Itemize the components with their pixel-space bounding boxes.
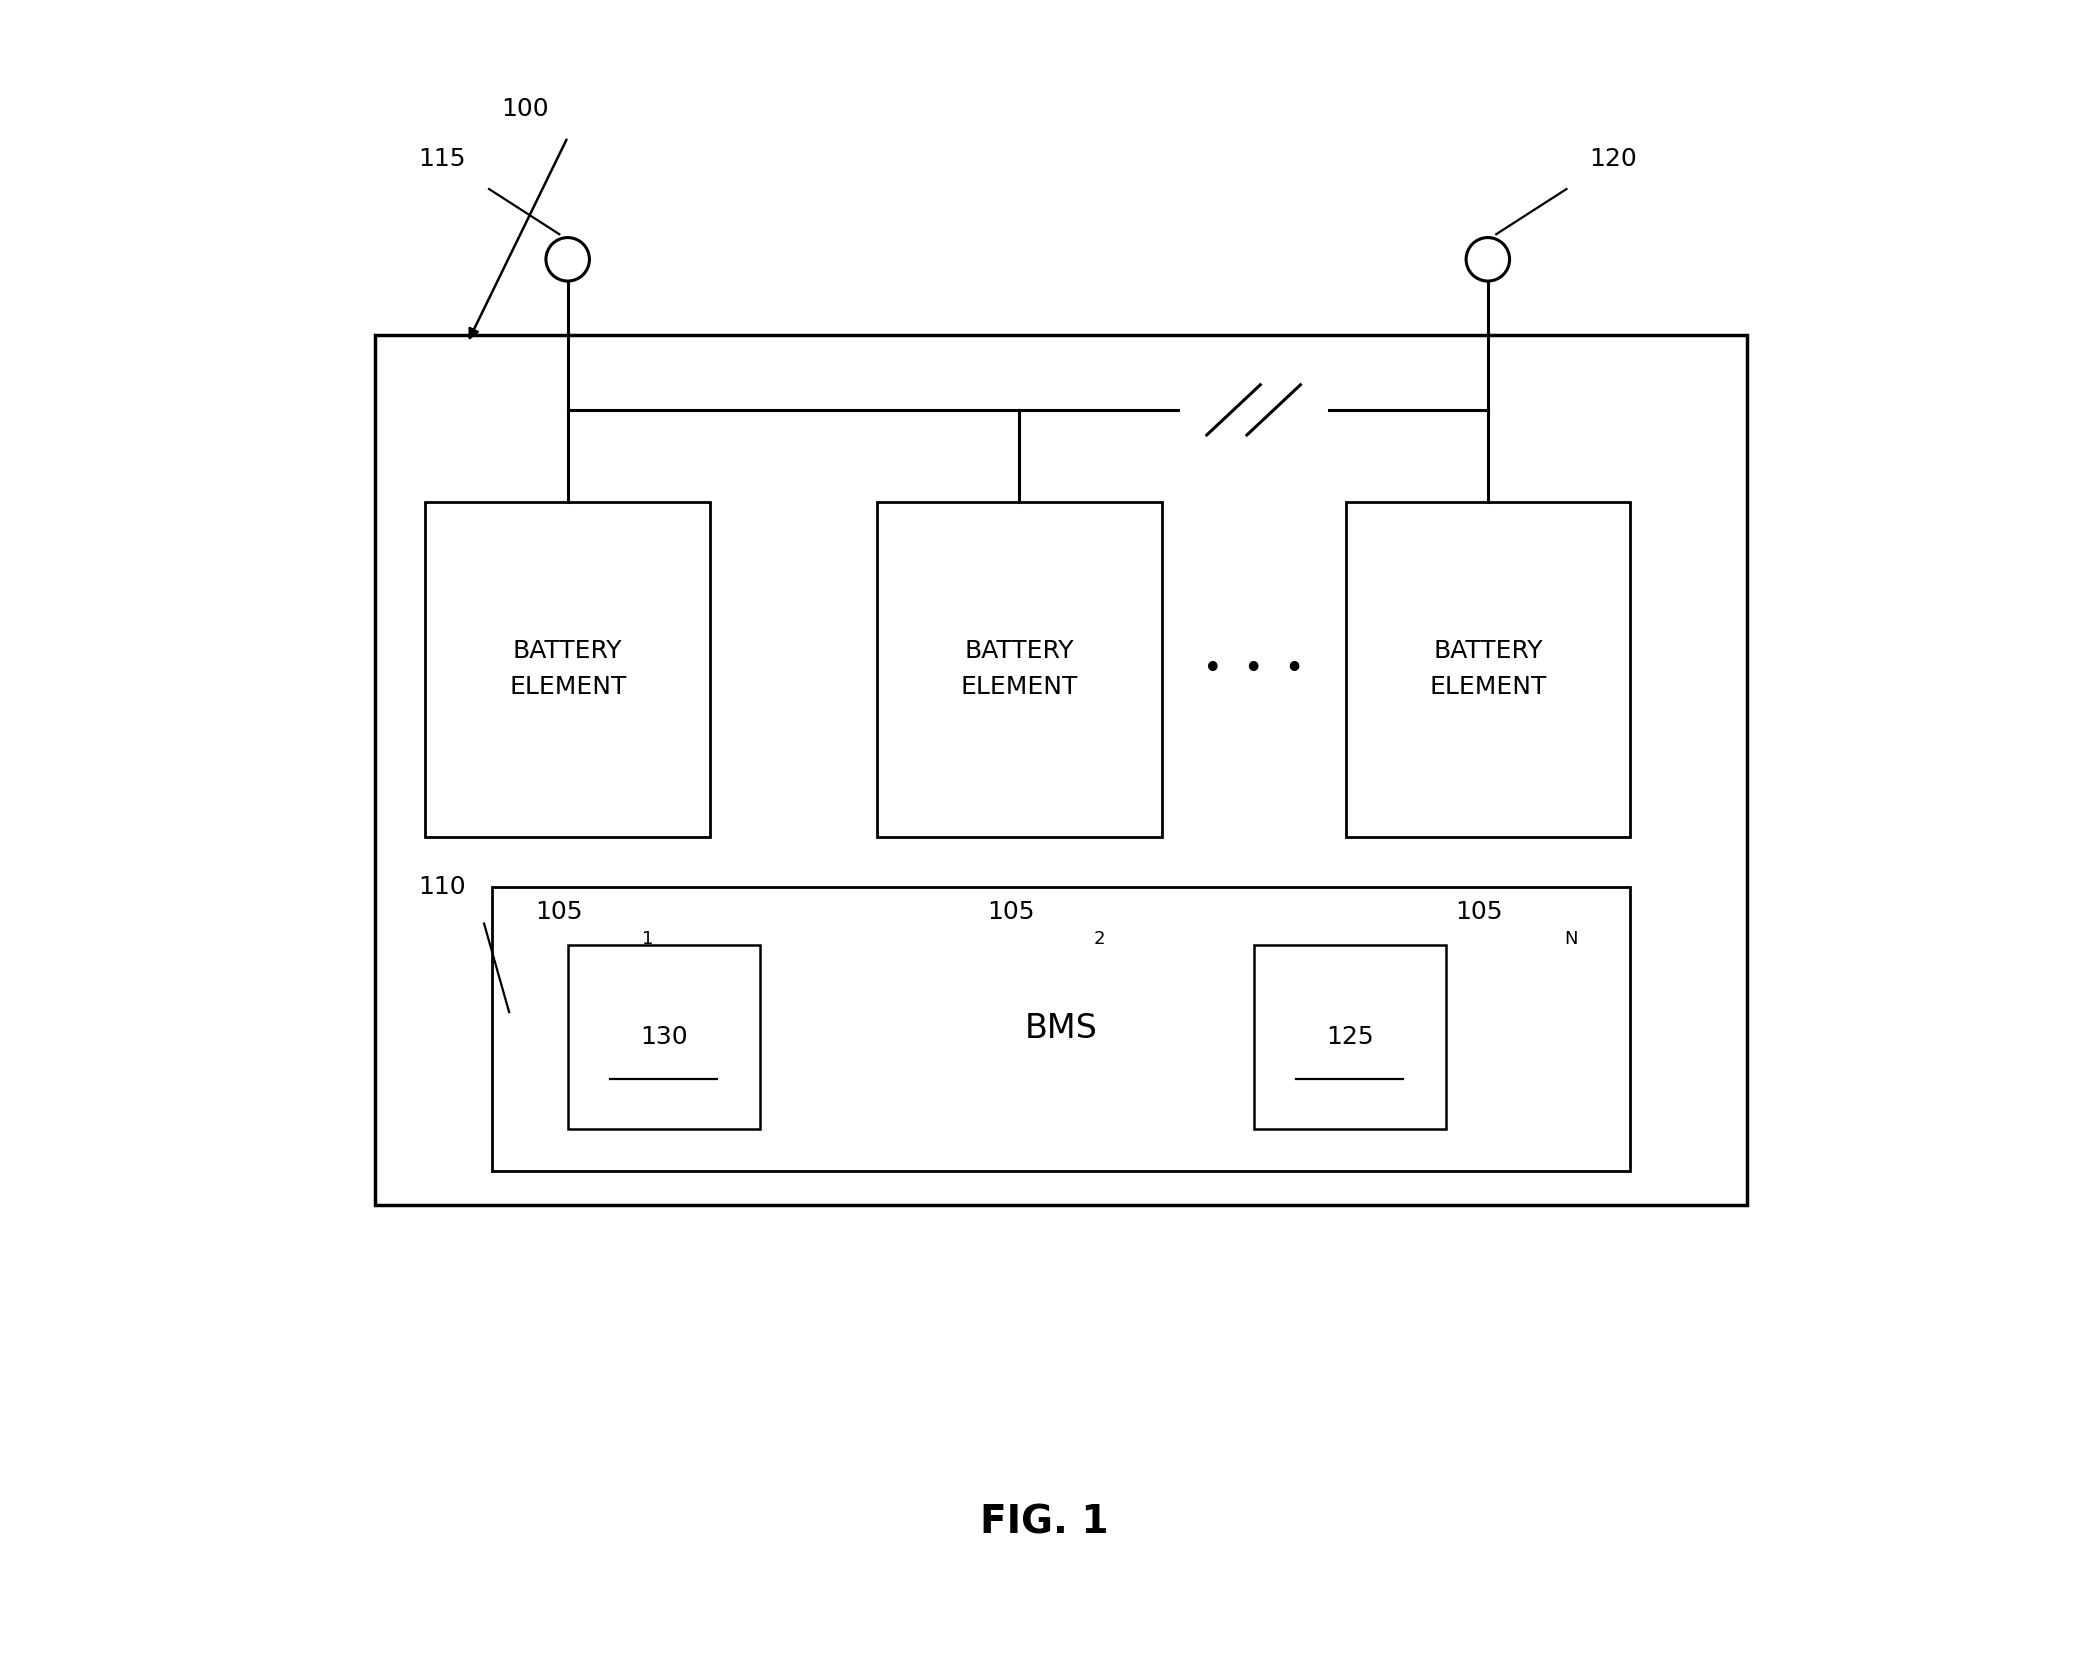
Text: 105: 105 [1456, 900, 1504, 923]
Bar [376, 335, 1746, 1205]
Text: 105: 105 [988, 900, 1034, 923]
Bar [877, 502, 1161, 836]
Text: 2: 2 [1095, 930, 1105, 947]
Text: •  •  •: • • • [1203, 652, 1304, 686]
Text: 110: 110 [418, 875, 466, 898]
Text: N: N [1565, 930, 1579, 947]
Text: BATTERY
ELEMENT: BATTERY ELEMENT [510, 639, 627, 699]
Text: 1: 1 [641, 930, 654, 947]
Text: BATTERY
ELEMENT: BATTERY ELEMENT [1429, 639, 1546, 699]
Text: 115: 115 [418, 147, 466, 171]
Bar [493, 887, 1629, 1171]
Text: BMS: BMS [1026, 1012, 1097, 1046]
Text: 130: 130 [639, 1026, 687, 1049]
Text: 125: 125 [1327, 1026, 1375, 1049]
Text: BATTERY
ELEMENT: BATTERY ELEMENT [961, 639, 1078, 699]
Text: 105: 105 [535, 900, 583, 923]
Text: FIG. 1: FIG. 1 [980, 1504, 1109, 1541]
Bar [1253, 945, 1446, 1129]
Bar [426, 502, 710, 836]
Bar [568, 945, 760, 1129]
Text: 100: 100 [501, 97, 549, 120]
Text: 120: 120 [1590, 147, 1638, 171]
Bar [1345, 502, 1629, 836]
